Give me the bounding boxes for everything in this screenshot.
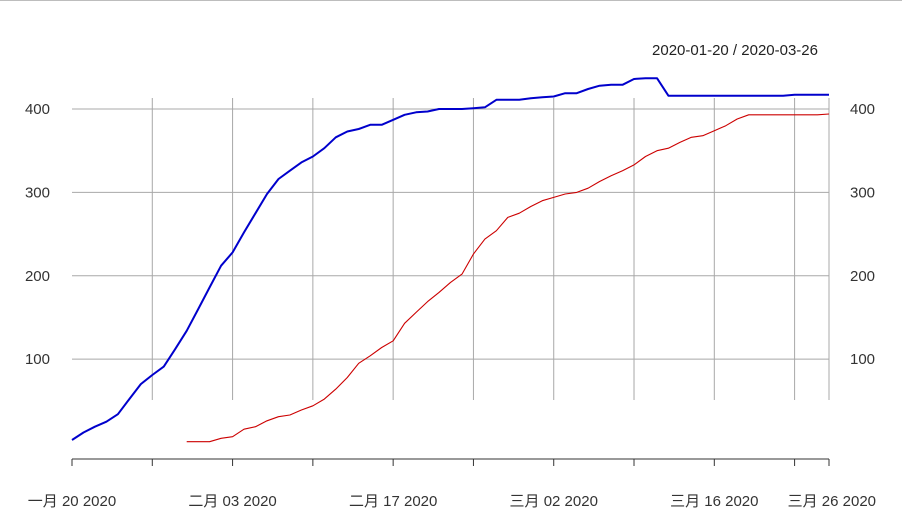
x-tick-label: 一月 20 2020: [28, 493, 116, 510]
date-range-label: 2020-01-20 / 2020-03-26: [652, 42, 818, 59]
y-tick-label-right: 100: [850, 351, 875, 368]
x-tick-label: 二月 03 2020: [188, 493, 276, 510]
grid: [72, 98, 830, 400]
x-tick-label: 三月 26 2020: [788, 493, 876, 510]
series-line-1: [71, 77, 829, 441]
y-tick-label-right: 300: [850, 184, 875, 201]
y-tick-label-left: 200: [25, 268, 50, 285]
y-tick-label-left: 100: [25, 351, 50, 368]
top-border: [0, 0, 902, 1]
y-tick-label-left: 400: [25, 101, 50, 118]
y-tick-label-right: 400: [850, 101, 875, 118]
y-tick-label-left: 300: [25, 184, 50, 201]
series-layer: [71, 77, 830, 443]
y-axis-left-labels: 100 200 300 400: [25, 101, 50, 368]
x-tick-label: 二月 17 2020: [349, 493, 437, 510]
y-tick-label-right: 200: [850, 268, 875, 285]
x-tick-label: 三月 16 2020: [670, 493, 758, 510]
x-tick-label: 三月 02 2020: [510, 493, 598, 510]
y-axis-right-labels: 100 200 300 400: [850, 101, 875, 368]
series-line-2: [186, 113, 830, 443]
x-axis: 一月 20 2020 二月 03 2020 二月 17 2020 三月 02 2020…: [28, 458, 876, 510]
